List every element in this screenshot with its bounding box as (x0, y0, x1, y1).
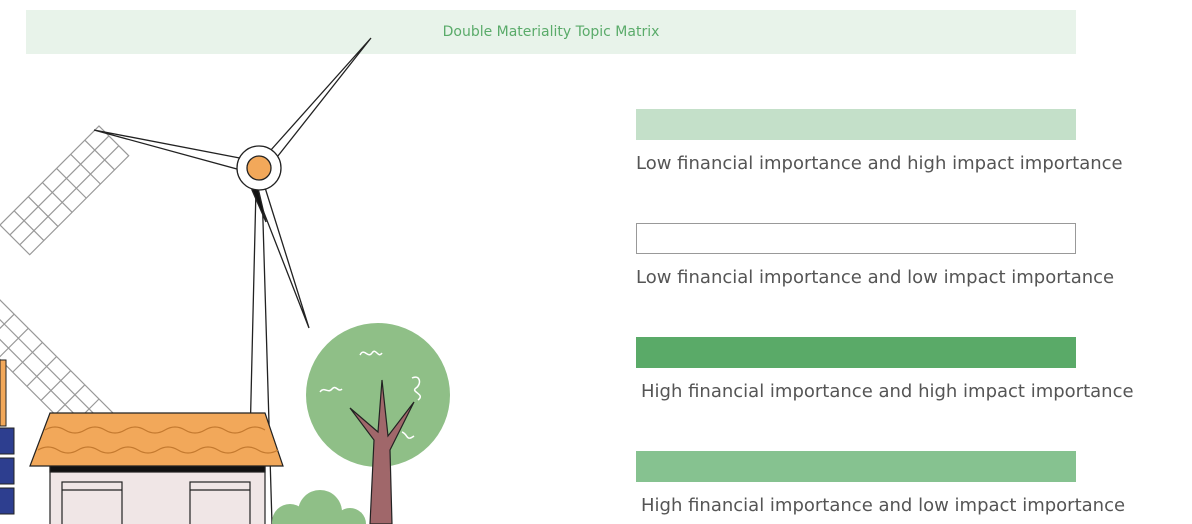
legend-label: High financial importance and low impact… (636, 495, 1076, 516)
legend-swatch (636, 451, 1076, 482)
illustration-shape (0, 488, 14, 514)
legend-swatch (636, 109, 1076, 140)
legend-label: Low financial importance and high impact… (636, 153, 1076, 174)
illustration-shape (0, 360, 14, 514)
illustration-shape (30, 413, 283, 466)
illustration-shape (62, 482, 122, 524)
illustration-shape (0, 360, 6, 426)
illustration-shape (0, 126, 129, 255)
legend-item: Low financial importance and low impact … (636, 223, 1076, 288)
legend-swatch (636, 223, 1076, 254)
illustration-shape (0, 126, 129, 443)
page: Double Materiality Topic Matrix {"header… (0, 0, 1192, 524)
illustration-shape (272, 490, 366, 524)
illustration-shape (30, 413, 283, 524)
illustration-shape (262, 38, 371, 166)
illustration-shape (0, 428, 14, 454)
illustration-shape (247, 156, 271, 180)
legend-swatch (636, 337, 1076, 368)
legend-item: Low financial importance and high impact… (636, 109, 1076, 174)
legend-item: High financial importance and high impac… (636, 337, 1076, 402)
legend-label: Low financial importance and low impact … (636, 267, 1076, 288)
illustration-shape (0, 458, 14, 484)
illustration-shape (190, 482, 250, 524)
body: Double Materiality Topic Matrix (0, 0, 1192, 524)
legend-label: High financial importance and high impac… (636, 381, 1076, 402)
illustration-shape (0, 126, 129, 255)
legend-item: High financial importance and low impact… (636, 451, 1076, 516)
illustration (0, 0, 600, 524)
